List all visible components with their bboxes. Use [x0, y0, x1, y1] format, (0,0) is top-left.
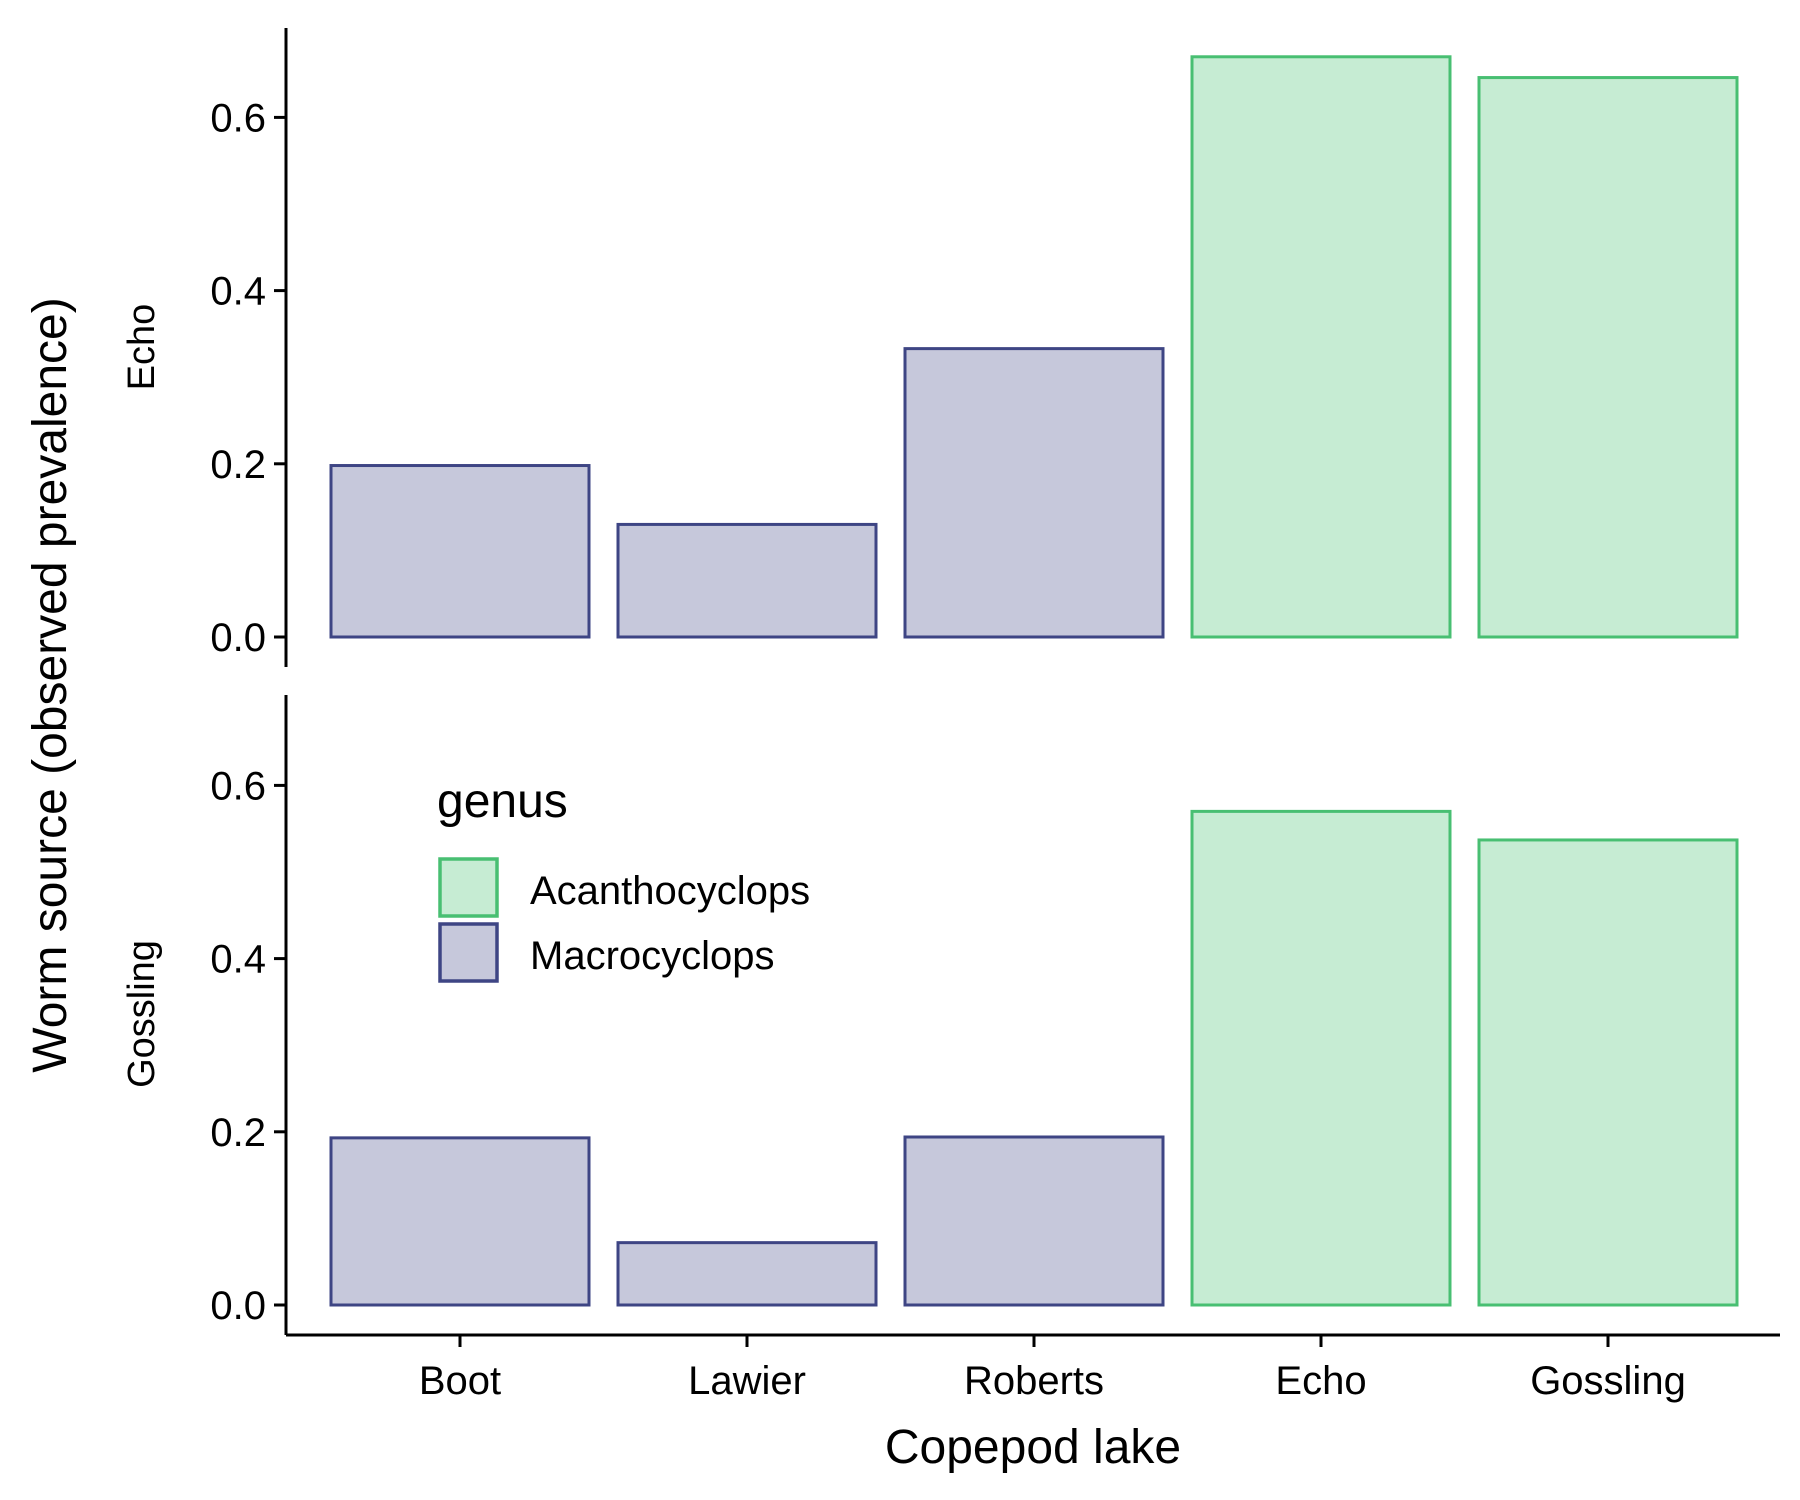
bar-echo-echo [1190, 55, 1452, 639]
bar-gossling-roberts [903, 1135, 1165, 1307]
bar-gossling-lawier [616, 1241, 878, 1307]
y-tick-label-echo: 0.2 [210, 443, 266, 487]
x-axis: Boot Lawier Roberts Echo Gossling [286, 1333, 1780, 1403]
legend-swatch-macrocyclops [438, 922, 499, 983]
bar-echo-gossling [1477, 76, 1739, 639]
bar-gossling-echo [1190, 809, 1452, 1307]
y-tick-label-echo: 0.0 [210, 616, 266, 660]
legend: genus Acanthocyclops Macrocyclops [437, 775, 810, 983]
y-axis-title: Worm source (observed prevalence) [24, 297, 77, 1072]
legend-label-acanthocyclops: Acanthocyclops [530, 869, 810, 913]
facet-label-echo: Echo [121, 304, 163, 391]
y-tick-label-gossling: 0.0 [210, 1284, 266, 1328]
facet-label-gossling: Gossling [121, 940, 163, 1088]
x-tick-label-roberts: Roberts [964, 1359, 1104, 1403]
y-tick-label-echo: 0.4 [210, 270, 266, 314]
legend-title: genus [437, 775, 568, 828]
legend-swatch-acanthocyclops [438, 857, 499, 918]
y-tick-label-echo: 0.6 [210, 96, 266, 140]
x-tick-label-boot: Boot [419, 1359, 501, 1403]
y-tick-label-gossling: 0.4 [210, 938, 266, 982]
x-axis-title: Copepod lake [885, 1421, 1181, 1474]
x-tick-label-lawier: Lawier [688, 1359, 806, 1403]
y-tick-label-gossling: 0.2 [210, 1111, 266, 1155]
bar-echo-roberts [903, 347, 1165, 639]
panels: 0.0 0.2 0.4 0.6 0.0 0.2 0.4 0.6 [210, 28, 1739, 1335]
bar-echo-lawier [616, 522, 878, 639]
bar-echo-boot [329, 464, 591, 639]
legend-label-macrocyclops: Macrocyclops [530, 934, 775, 978]
bar-gossling-gossling [1477, 838, 1739, 1307]
x-tick-label-echo: Echo [1275, 1359, 1366, 1403]
y-tick-label-gossling: 0.6 [210, 764, 266, 808]
bar-gossling-boot [329, 1136, 591, 1307]
x-tick-label-gossling: Gossling [1530, 1359, 1686, 1403]
